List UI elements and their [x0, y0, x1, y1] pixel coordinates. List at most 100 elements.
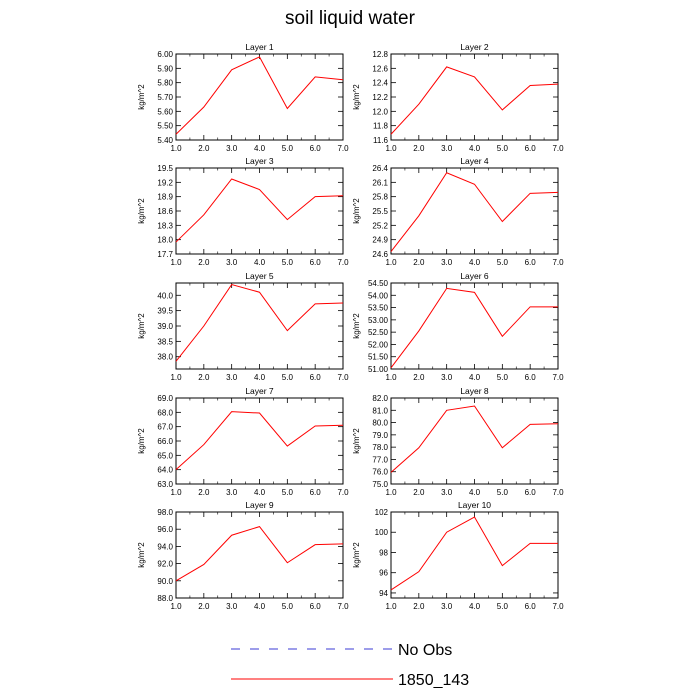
series-line-1850-143: [390, 66, 559, 135]
x-tick-label: 1.0: [385, 373, 397, 382]
panel-title: Layer 2: [460, 42, 489, 52]
plot-frame: [390, 511, 559, 599]
plot-frame: [175, 282, 344, 370]
x-tick-label: 4.0: [469, 144, 481, 153]
panel-title: Layer 4: [460, 156, 489, 166]
plot-frame: [175, 511, 344, 599]
panel-layer-2: Layer 2 1.0 2.0 3.0 4.0 5.0 6.0 7.0 11.6 11.8 12.0…: [352, 42, 564, 153]
series-line-1850-143: [175, 283, 344, 362]
x-tick-label: 6.0: [310, 258, 322, 267]
x-tick-label: 6.0: [525, 258, 537, 267]
panel-layer-7: Layer 7 1.0 2.0 3.0 4.0 5.0 6.0 7.0 63.0 64.0 65.0…: [137, 386, 349, 497]
panel-layer-10: Layer 10 1.0 2.0 3.0 4.0 5.0 6.0 7.0 94 96 98 100 10…: [352, 500, 564, 611]
x-tick-label: 2.0: [198, 602, 210, 611]
x-tick-label: 6.0: [525, 373, 537, 382]
panel-title: Layer 9: [245, 500, 274, 510]
x-tick-label: 3.0: [226, 144, 238, 153]
y-tick-label: 94: [379, 589, 388, 598]
panel-layer-8: Layer 8 1.0 2.0 3.0 4.0 5.0 6.0 7.0 75.0 76.0 77.0…: [352, 386, 564, 497]
y-tick-label: 5.40: [157, 136, 173, 145]
y-tick-label: 5.60: [157, 107, 173, 116]
y-tick-label: 53.50: [368, 304, 389, 313]
series-line-1850-143: [390, 405, 559, 473]
x-tick-label: 2.0: [413, 258, 425, 267]
y-tick-label: 12.6: [372, 64, 388, 73]
y-axis-label: kg/m^2: [137, 313, 146, 339]
y-tick-label: 40.0: [157, 291, 173, 300]
x-tick-label: 1.0: [385, 488, 397, 497]
y-tick-label: 54.50: [368, 279, 389, 288]
y-tick-label: 66.0: [157, 437, 173, 446]
y-tick-label: 53.00: [368, 316, 389, 325]
plot-frame: [175, 167, 344, 255]
x-tick-label: 3.0: [226, 373, 238, 382]
y-tick-label: 25.5: [372, 207, 388, 216]
y-tick-label: 102: [375, 508, 389, 517]
y-axis-label: kg/m^2: [137, 428, 146, 454]
x-tick-label: 4.0: [469, 373, 481, 382]
x-tick-label: 6.0: [310, 602, 322, 611]
legend: No Obs 1850_143: [231, 642, 469, 689]
x-tick-label: 4.0: [469, 488, 481, 497]
series-line-1850-143: [390, 516, 558, 591]
x-tick-label: 2.0: [198, 488, 210, 497]
y-tick-label: 98.0: [157, 508, 173, 517]
panel-layer-6: Layer 6 1.0 2.0 3.0 4.0 5.0 6.0 7.0 51.00 51.50 52…: [352, 271, 564, 382]
x-tick-label: 6.0: [310, 373, 322, 382]
y-tick-label: 75.0: [372, 480, 388, 489]
y-tick-label: 5.80: [157, 79, 173, 88]
y-tick-label: 25.2: [372, 221, 388, 230]
y-tick-label: 25.8: [372, 193, 388, 202]
x-tick-label: 6.0: [310, 488, 322, 497]
x-tick-label: 7.0: [337, 373, 349, 382]
y-tick-label: 63.0: [157, 480, 173, 489]
x-tick-label: 5.0: [282, 602, 294, 611]
y-tick-label: 92.0: [157, 560, 173, 569]
plot-frame: [390, 282, 559, 370]
y-axis-label: kg/m^2: [352, 313, 361, 339]
x-tick-label: 7.0: [337, 602, 349, 611]
series-line-1850-143: [175, 178, 344, 243]
panel-title: Layer 7: [245, 386, 274, 396]
series-line-1850-143: [175, 411, 344, 471]
y-tick-label: 5.70: [157, 93, 173, 102]
x-tick-label: 4.0: [254, 258, 266, 267]
y-tick-label: 24.6: [372, 250, 388, 259]
series-line-1850-143: [390, 172, 559, 252]
x-tick-label: 5.0: [497, 488, 509, 497]
x-tick-label: 5.0: [497, 144, 509, 153]
x-tick-label: 1.0: [170, 258, 182, 267]
panel-layer-4: Layer 4 1.0 2.0 3.0 4.0 5.0 6.0 7.0 24.6 24.9 25.2…: [352, 156, 564, 267]
y-tick-label: 90.0: [157, 577, 173, 586]
series-line-1850-143: [175, 526, 344, 582]
x-tick-label: 7.0: [337, 258, 349, 267]
y-tick-label: 52.50: [368, 328, 389, 337]
y-tick-label: 12.2: [372, 93, 388, 102]
y-tick-label: 51.00: [368, 365, 389, 374]
y-axis-label: kg/m^2: [352, 198, 361, 224]
figure-title: soil liquid water: [285, 8, 415, 29]
y-tick-label: 96: [379, 569, 388, 578]
panel-layer-1: Layer 1 1.0 2.0 3.0 4.0 5.0 6.0 7.0 5.40 5.50 5.60…: [137, 42, 349, 153]
y-tick-label: 52.00: [368, 340, 389, 349]
panel-title: Layer 8: [460, 386, 489, 396]
x-tick-label: 7.0: [552, 602, 564, 611]
x-tick-label: 7.0: [337, 144, 349, 153]
x-tick-label: 1.0: [385, 258, 397, 267]
y-tick-label: 12.4: [372, 79, 388, 88]
x-tick-label: 2.0: [198, 144, 210, 153]
y-axis-label: kg/m^2: [352, 84, 361, 110]
y-tick-label: 88.0: [157, 594, 173, 603]
y-tick-label: 78.0: [372, 443, 388, 452]
plot-frame: [175, 397, 344, 485]
y-tick-label: 19.5: [157, 164, 173, 173]
y-axis-label: kg/m^2: [137, 542, 146, 568]
x-tick-label: 7.0: [552, 488, 564, 497]
x-tick-label: 6.0: [525, 602, 537, 611]
x-tick-label: 4.0: [254, 373, 266, 382]
panel-layer-5: Layer 5 1.0 2.0 3.0 4.0 5.0 6.0 7.0 38.0 38.5 39.0…: [137, 271, 349, 382]
y-tick-label: 54.00: [368, 291, 389, 300]
x-tick-label: 3.0: [441, 488, 453, 497]
y-tick-label: 26.4: [372, 164, 388, 173]
